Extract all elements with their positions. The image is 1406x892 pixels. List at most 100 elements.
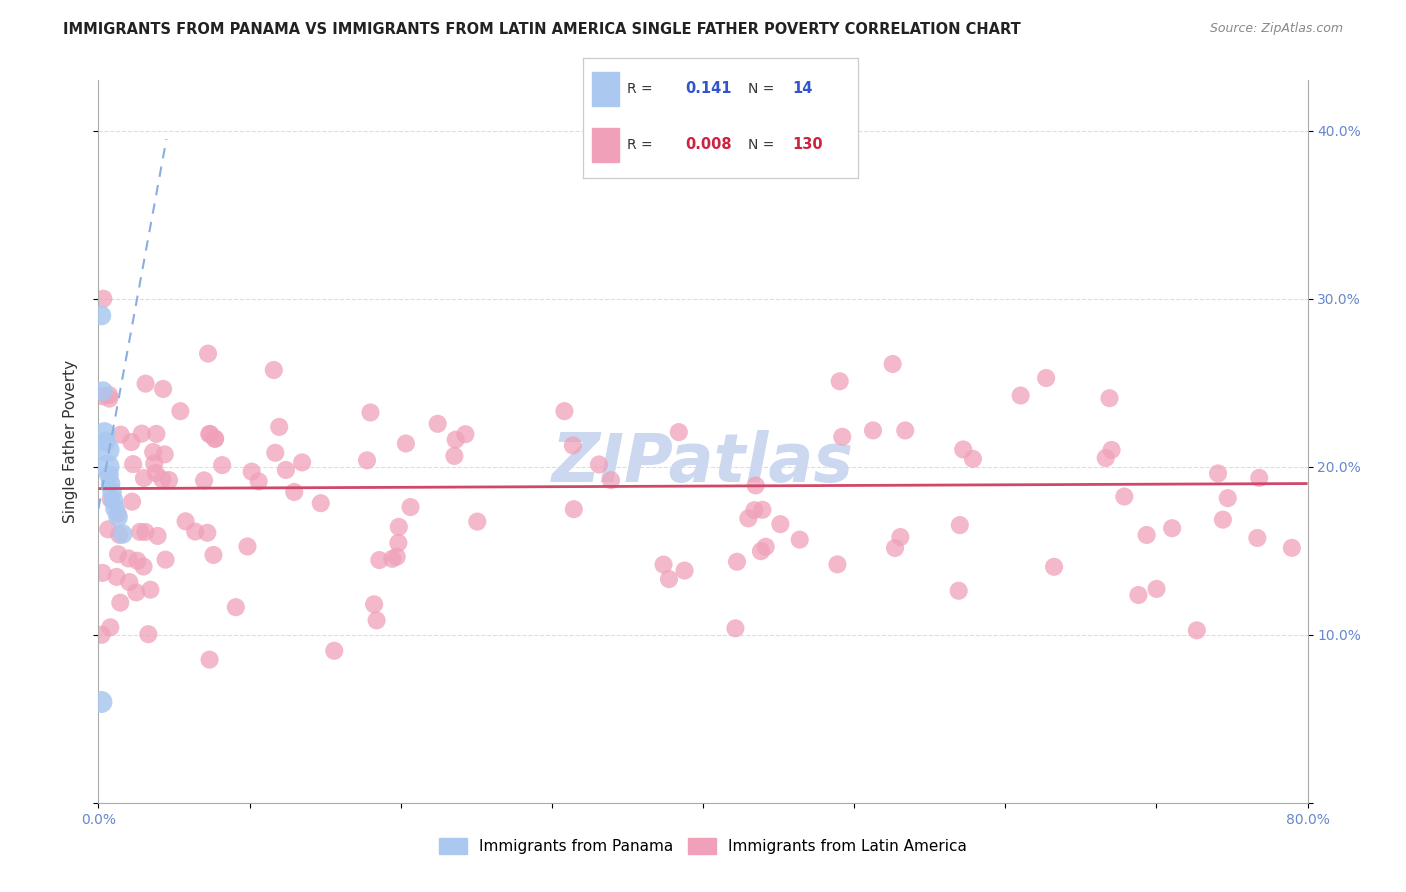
- Point: [125, 585, 148, 599]
- Point: [90, 695, 112, 709]
- Point: [755, 540, 778, 554]
- Point: [184, 524, 207, 539]
- Point: [1010, 388, 1032, 402]
- Point: [949, 518, 972, 533]
- Point: [152, 382, 174, 396]
- Point: [204, 432, 226, 446]
- Point: [110, 596, 132, 610]
- Point: [118, 575, 141, 590]
- Point: [366, 613, 388, 627]
- Point: [131, 426, 153, 441]
- Point: [1128, 588, 1150, 602]
- Point: [153, 447, 176, 461]
- Point: [96, 459, 118, 474]
- Text: 0.008: 0.008: [685, 137, 731, 153]
- Point: [135, 376, 157, 391]
- Point: [240, 465, 263, 479]
- Point: [737, 511, 759, 525]
- Point: [107, 507, 129, 521]
- Point: [122, 457, 145, 471]
- Point: [744, 478, 766, 492]
- Bar: [592, 128, 619, 161]
- Point: [658, 572, 681, 586]
- Point: [100, 476, 122, 491]
- Point: [769, 517, 792, 532]
- Point: [100, 492, 122, 507]
- Point: [749, 544, 772, 558]
- Point: [98, 392, 121, 406]
- Point: [204, 432, 226, 446]
- Point: [291, 455, 314, 469]
- Point: [127, 554, 149, 568]
- Point: [827, 558, 849, 572]
- Point: [94, 434, 117, 449]
- Point: [145, 466, 167, 480]
- Point: [454, 427, 477, 442]
- Point: [111, 527, 134, 541]
- Point: [444, 433, 467, 447]
- Point: [948, 583, 970, 598]
- Point: [91, 566, 114, 580]
- Point: [1216, 491, 1239, 505]
- Point: [831, 430, 853, 444]
- Point: [91, 389, 114, 403]
- Point: [198, 652, 221, 666]
- Point: [828, 374, 851, 388]
- Point: [962, 451, 984, 466]
- Point: [1114, 490, 1136, 504]
- Point: [107, 510, 129, 524]
- Point: [588, 458, 610, 472]
- Text: 0.141: 0.141: [685, 81, 731, 96]
- Point: [105, 570, 128, 584]
- Point: [110, 427, 132, 442]
- Bar: [592, 72, 619, 106]
- Point: [236, 540, 259, 554]
- Point: [744, 503, 766, 517]
- Point: [97, 522, 120, 536]
- Point: [211, 458, 233, 472]
- Point: [894, 424, 917, 438]
- Point: [202, 548, 225, 562]
- Point: [198, 426, 221, 441]
- Text: N =: N =: [748, 82, 779, 95]
- Point: [263, 363, 285, 377]
- Point: [139, 582, 162, 597]
- Point: [121, 494, 143, 508]
- Point: [562, 502, 585, 516]
- Point: [668, 425, 690, 439]
- Point: [724, 621, 747, 635]
- Point: [368, 553, 391, 567]
- Point: [385, 549, 408, 564]
- Text: 130: 130: [792, 137, 823, 153]
- Point: [120, 435, 142, 450]
- Point: [1035, 371, 1057, 385]
- Point: [1136, 528, 1159, 542]
- Point: [652, 558, 675, 572]
- Point: [143, 457, 166, 471]
- Point: [952, 442, 974, 457]
- Point: [363, 597, 385, 611]
- Point: [889, 530, 911, 544]
- Point: [198, 427, 221, 442]
- Point: [751, 503, 773, 517]
- Point: [426, 417, 449, 431]
- Point: [1206, 467, 1229, 481]
- Point: [174, 514, 197, 528]
- Point: [465, 515, 488, 529]
- Point: [247, 475, 270, 489]
- Point: [323, 644, 346, 658]
- Y-axis label: Single Father Poverty: Single Father Poverty: [63, 360, 77, 523]
- Point: [862, 424, 884, 438]
- Text: R =: R =: [627, 137, 658, 152]
- Point: [93, 292, 115, 306]
- Point: [1281, 541, 1303, 555]
- Point: [197, 346, 219, 360]
- Point: [98, 620, 121, 634]
- Point: [882, 357, 904, 371]
- Point: [103, 493, 125, 508]
- Point: [155, 552, 177, 566]
- Point: [1212, 513, 1234, 527]
- Point: [381, 551, 404, 566]
- Point: [98, 468, 121, 483]
- Text: R =: R =: [627, 82, 658, 95]
